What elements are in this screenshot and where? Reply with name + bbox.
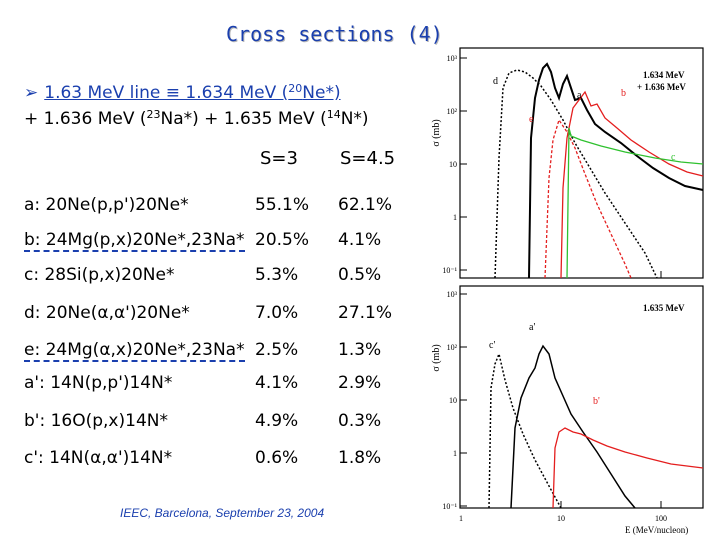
xtick-label: 1 xyxy=(459,514,463,523)
curve-label: a' xyxy=(529,322,535,333)
curve-c xyxy=(566,127,704,279)
intro-line-2: + 1.636 MeV (23Na*) + 1.635 MeV (14N*) xyxy=(24,108,369,129)
arrow-bullet-icon: ➢ xyxy=(24,83,39,103)
intro2-c: N*) xyxy=(340,109,369,129)
top-ytick-label: 10 xyxy=(449,160,457,169)
value-s3: 5.3% xyxy=(255,265,299,285)
xtick-label: 10 xyxy=(557,514,565,523)
intro2-sup1: 23 xyxy=(146,108,161,121)
header-s45: S=4.5 xyxy=(340,148,396,169)
xlabel: E (MeV/nucleon) xyxy=(625,525,688,535)
table-row: d: 20Ne(α,α')20Ne* 7.0% 27.1% xyxy=(24,303,392,323)
value-s45: 1.3% xyxy=(338,340,382,360)
top-legend-1: 1.634 MeV xyxy=(643,70,685,80)
curve-b-prime xyxy=(552,427,704,509)
table-row: e: 24Mg(α,x)20Ne*,23Na* 2.5% 1.3% xyxy=(24,340,381,362)
top-ytick-label: 10³ xyxy=(447,54,458,63)
reaction-label: a: 20Ne(p,p')20Ne* xyxy=(24,195,189,215)
value-s45: 4.1% xyxy=(338,230,382,250)
intro-line-1: ➢ 1.63 MeV line ≡ 1.634 MeV (20Ne*) xyxy=(24,82,341,103)
top-ylabel: σ (mb) xyxy=(431,119,442,146)
curve-label: c' xyxy=(489,340,495,351)
reaction-label: a': 14N(p,p')14N* xyxy=(24,373,173,393)
slide-title: Cross sections (4) xyxy=(226,22,443,46)
table-row: a': 14N(p,p')14N* 4.1% 2.9% xyxy=(24,373,381,393)
value-s3: 0.6% xyxy=(255,448,299,468)
bottom-ytick-label: 10⁻¹ xyxy=(442,502,457,511)
curve-label: b' xyxy=(593,396,600,407)
top-ytick-label: 10⁻¹ xyxy=(442,266,457,275)
intro2-b: Na*) + 1.635 MeV ( xyxy=(160,109,327,129)
intro2-sup2: 14 xyxy=(326,108,341,121)
table-row: c': 14N(α,α')14N* 0.6% 1.8% xyxy=(24,448,381,468)
table-row: a: 20Ne(p,p')20Ne* 55.1% 62.1% xyxy=(24,195,392,215)
intro-text-a: 1.63 MeV line ≡ 1.634 MeV ( xyxy=(44,83,289,103)
reaction-label: c': 14N(α,α')14N* xyxy=(24,448,173,468)
curve-label: e xyxy=(529,114,534,125)
xtick-label: 100 xyxy=(655,514,667,523)
top-ytick-label: 10² xyxy=(447,107,458,116)
value-s3: 4.9% xyxy=(255,411,299,431)
value-s3: 4.1% xyxy=(255,373,299,393)
curve-a xyxy=(528,62,704,279)
cross-section-plots: σ (mb) σ (mb) 1.634 MeV + 1.636 MeV 1.635 Me… xyxy=(431,47,704,535)
bottom-ytick-label: 1 xyxy=(453,449,457,458)
top-ytick-label: 1 xyxy=(453,213,457,222)
curve-c-prime xyxy=(488,351,562,509)
curve-label: b xyxy=(621,88,626,99)
table-row: b': 16O(p,x)14N* 4.9% 0.3% xyxy=(24,411,381,431)
footer: IEEC, Barcelona, September 23, 2004 xyxy=(120,506,325,520)
intro-text-b: Ne*) xyxy=(302,83,341,103)
value-s3: 55.1% xyxy=(255,195,310,215)
value-s45: 0.3% xyxy=(338,411,382,431)
reaction-label: d: 20Ne(α,α')20Ne* xyxy=(24,303,190,323)
table-row: c: 28Si(p,x)20Ne* 5.3% 0.5% xyxy=(24,265,381,285)
table-row: b: 24Mg(p,x)20Ne*,23Na* 20.5% 4.1% xyxy=(24,230,381,252)
reaction-label: e: 24Mg(α,x)20Ne*,23Na* xyxy=(24,340,245,362)
curve-label: a xyxy=(577,90,582,101)
value-s45: 62.1% xyxy=(338,195,393,215)
curve-label: d xyxy=(493,76,498,87)
value-s45: 1.8% xyxy=(338,448,382,468)
bottom-ylabel: σ (mb) xyxy=(431,344,442,371)
reaction-label: c: 28Si(p,x)20Ne* xyxy=(24,265,175,285)
intro2-a: + 1.636 MeV ( xyxy=(24,109,147,129)
reaction-label: b: 24Mg(p,x)20Ne*,23Na* xyxy=(24,230,245,252)
curve-d xyxy=(494,69,658,279)
curve-e xyxy=(544,118,632,279)
header-s3: S=3 xyxy=(260,148,298,169)
value-s45: 2.9% xyxy=(338,373,382,393)
bottom-ytick-label: 10² xyxy=(447,343,458,352)
bottom-plot-frame xyxy=(459,285,704,509)
intro-sup: 20 xyxy=(288,82,303,95)
value-s45: 27.1% xyxy=(338,303,393,323)
bottom-ytick-label: 10 xyxy=(449,396,457,405)
top-legend-2: + 1.636 MeV xyxy=(637,82,686,92)
value-s3: 2.5% xyxy=(255,340,299,360)
curve-a-prime xyxy=(510,344,636,509)
bottom-ytick-label: 10³ xyxy=(447,290,458,299)
bottom-legend: 1.635 MeV xyxy=(643,303,685,313)
value-s3: 20.5% xyxy=(255,230,310,250)
top-plot-frame xyxy=(459,47,704,279)
curve-label: c xyxy=(671,152,676,163)
value-s45: 0.5% xyxy=(338,265,382,285)
value-s3: 7.0% xyxy=(255,303,299,323)
reaction-label: b': 16O(p,x)14N* xyxy=(24,411,168,431)
